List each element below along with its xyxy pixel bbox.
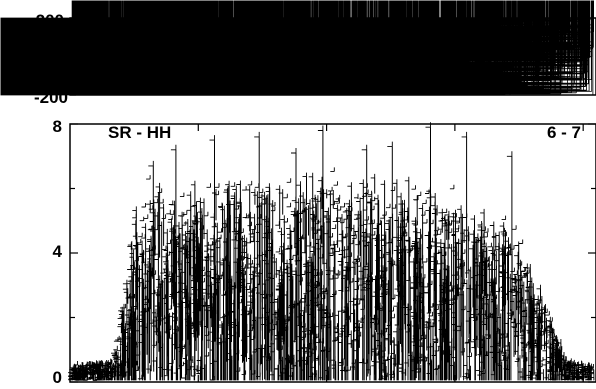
top-point-cloud — [1, 1, 594, 96]
top-tick-label-200: 200 — [36, 11, 64, 30]
bottom-tick-label-0: 0 — [53, 368, 62, 384]
top-tick-label-neg200: -200 — [34, 88, 68, 107]
bottom-point-cloud — [68, 122, 594, 380]
top-series-points — [1, 1, 594, 96]
panel-label-right: 6 - 7 — [547, 123, 581, 142]
top-panel: 200 -200 — [1, 1, 596, 108]
bottom-tick-label-4: 4 — [53, 242, 63, 261]
bottom-tick-label-8: 8 — [53, 117, 62, 136]
bottom-panel: 8 4 0 SR - HH 6 - 7 — [53, 117, 596, 384]
panel-label-left: SR - HH — [108, 123, 171, 142]
